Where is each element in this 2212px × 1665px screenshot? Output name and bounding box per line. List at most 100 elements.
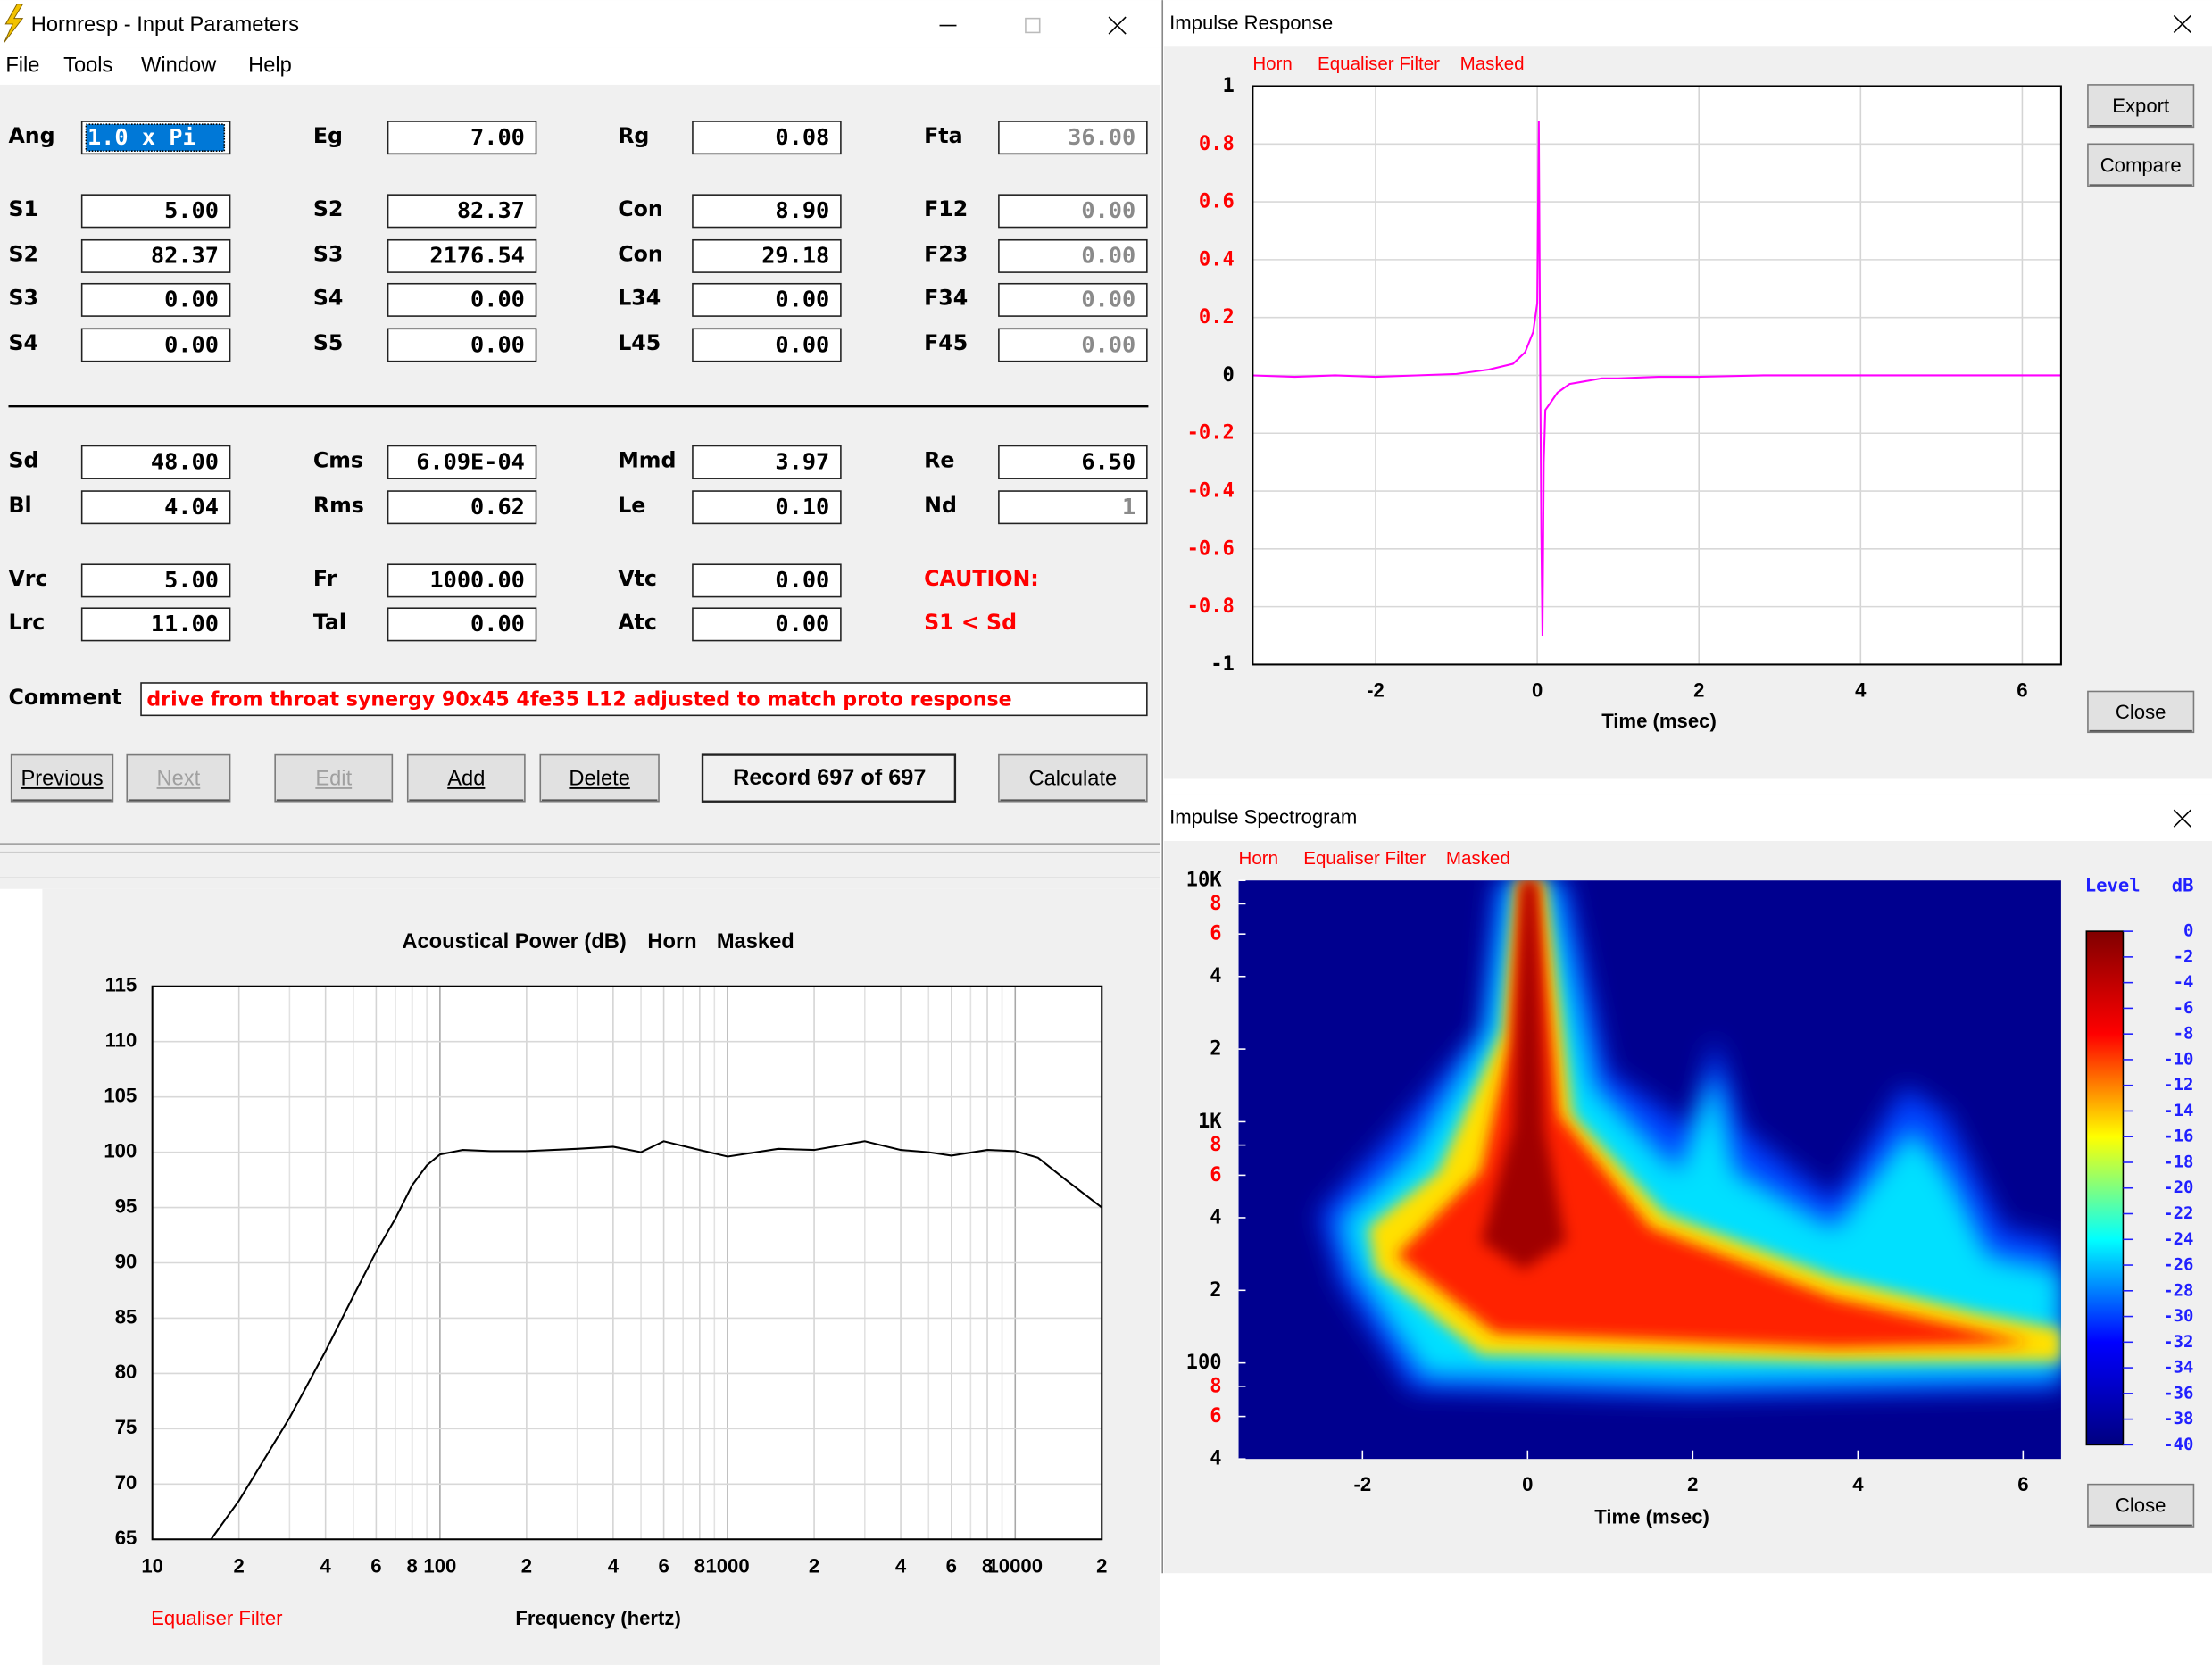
input-box[interactable] [998,445,1148,479]
x-tick-label: 8 [982,1555,993,1578]
button[interactable] [2087,1483,2195,1528]
button-label[interactable]: Edit [315,768,352,791]
input-box[interactable] [387,490,537,525]
colorbar-tick-label: -18 [2163,1152,2193,1171]
field-value[interactable]: 0.00 [164,331,219,357]
field-value[interactable]: 6.50 [1081,448,1135,474]
y-tick-label: 100 [104,1139,137,1161]
field-value[interactable]: 1 [1122,494,1135,520]
field-value[interactable]: 0.00 [775,611,829,637]
input-box[interactable] [80,282,231,317]
input-box[interactable] [998,328,1148,362]
y-tick-label: -0.4 [1187,479,1235,503]
field-value[interactable]: 0.00 [470,331,525,357]
input-box[interactable] [80,607,231,642]
field-value[interactable]: 0.00 [470,287,525,312]
field-value[interactable]: 0.00 [1081,197,1135,223]
field-value[interactable]: 0.08 [775,124,829,150]
field-value[interactable]: 0.62 [470,494,525,520]
field-value[interactable]: 0.00 [1081,331,1135,357]
field-value[interactable]: 4.04 [164,494,219,520]
field-value[interactable]: 82.37 [151,243,219,269]
field-value[interactable]: 0.00 [775,287,829,312]
field-value[interactable]: 82.37 [457,197,525,223]
button-label[interactable]: Add [447,768,485,791]
input-box[interactable] [998,238,1148,273]
button[interactable] [2087,143,2195,187]
input-box[interactable] [80,490,231,525]
field-value[interactable]: 3.97 [775,448,829,474]
input-box[interactable] [387,238,537,273]
button[interactable] [539,753,660,803]
input-box[interactable] [387,282,537,317]
input-box[interactable] [692,238,842,273]
button[interactable] [2087,84,2195,129]
input-box[interactable] [387,445,537,479]
button[interactable] [406,753,526,803]
button-label[interactable]: Compare [2100,154,2182,176]
field-value[interactable]: 8.90 [775,197,829,223]
input-box[interactable] [692,121,842,155]
input-box[interactable] [80,445,231,479]
button[interactable] [274,753,394,803]
input-box[interactable] [80,563,231,598]
field-value[interactable]: 5.00 [164,567,219,593]
field-value[interactable]: 0.00 [470,611,525,637]
field-value[interactable]: 0.10 [775,494,829,520]
button[interactable] [10,753,114,803]
input-box[interactable] [998,490,1148,525]
input-box[interactable] [387,328,537,362]
input-box[interactable] [692,328,842,362]
input-box[interactable] [998,121,1148,155]
comment-box[interactable] [140,682,1148,717]
input-box[interactable] [692,563,842,598]
input-box[interactable] [80,328,231,362]
button-label[interactable]: Close [2116,1494,2166,1517]
y-tick-label: 70 [115,1471,137,1494]
button-label[interactable]: Export [2112,95,2169,117]
field-value[interactable]: 6.09E-04 [416,448,525,474]
field-value[interactable]: 7.00 [470,124,525,150]
input-box[interactable] [387,121,537,155]
field-value[interactable]: 0.00 [775,331,829,357]
field-value[interactable]: 29.18 [761,243,829,269]
input-box[interactable] [692,607,842,642]
input-box[interactable] [692,445,842,479]
button-label[interactable]: Close [2116,701,2166,723]
button-label[interactable]: Delete [569,768,629,791]
button-label[interactable]: Previous [21,768,103,791]
menu-item[interactable]: File [5,54,39,78]
input-box[interactable] [387,563,537,598]
input-box[interactable] [692,282,842,317]
field-value[interactable]: 2176.54 [429,243,524,269]
field-value[interactable]: 5.00 [164,197,219,223]
input-box[interactable] [998,282,1148,317]
input-box[interactable] [80,238,231,273]
input-box[interactable] [998,194,1148,229]
input-box[interactable] [80,194,231,229]
input-box[interactable] [387,194,537,229]
field-value[interactable]: 0.00 [1081,287,1135,312]
button[interactable] [126,753,231,803]
field-value[interactable]: 1.0 x Pi [87,124,196,150]
field-value[interactable]: 0.00 [775,567,829,593]
button-label[interactable]: Calculate [1028,768,1117,791]
field-value[interactable]: 11.00 [151,611,219,637]
button[interactable] [2087,690,2195,734]
field-value[interactable]: 0.00 [1081,243,1135,269]
field-value[interactable]: 48.00 [151,448,219,474]
y-tick-label: 90 [115,1250,137,1272]
button-label[interactable]: Next [157,768,201,791]
x-tick-label: -2 [1367,678,1385,701]
menu-item[interactable]: Window [141,54,217,78]
comment-value[interactable]: drive from throat synergy 90x45 4fe35 L1… [146,687,1011,711]
input-box[interactable] [387,607,537,642]
field-value[interactable]: 0.00 [164,287,219,312]
field-value[interactable]: 36.00 [1068,124,1135,150]
menu-item[interactable]: Tools [63,54,112,78]
menu-item[interactable]: Help [248,54,292,78]
button[interactable] [998,753,1148,803]
field-value[interactable]: 1000.00 [429,567,524,593]
input-box[interactable] [692,490,842,525]
input-box[interactable] [692,194,842,229]
